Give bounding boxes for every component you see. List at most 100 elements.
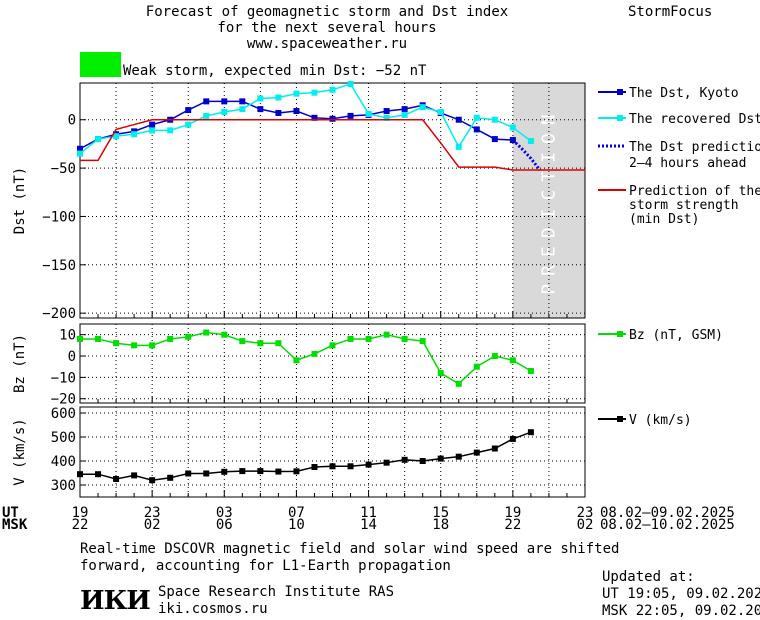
data-point xyxy=(401,106,408,113)
data-point xyxy=(473,449,480,456)
data-point xyxy=(239,106,246,113)
series-line xyxy=(511,138,542,171)
data-point xyxy=(365,110,372,117)
data-point xyxy=(383,459,390,466)
data-point xyxy=(275,468,282,475)
data-point xyxy=(149,342,156,349)
data-point xyxy=(383,331,390,338)
series-the-dst-prediction xyxy=(511,138,542,171)
data-point xyxy=(401,335,408,342)
data-point xyxy=(401,111,408,118)
data-point xyxy=(77,335,83,342)
msk-tick-label: 02 xyxy=(143,517,161,533)
legend-label: Bz (nT, GSM) xyxy=(629,328,723,343)
storm-forecast-text: Weak storm, expected min Dst: −52 nT xyxy=(123,63,427,79)
data-point xyxy=(293,90,300,97)
legend-bz-nt-gsm: Bz (nT, GSM) xyxy=(598,328,723,343)
data-point xyxy=(383,114,390,121)
data-point xyxy=(221,331,228,338)
data-point xyxy=(491,353,498,360)
data-point xyxy=(509,435,516,442)
legend-marker xyxy=(617,89,623,95)
series-line xyxy=(80,118,585,171)
data-point xyxy=(527,138,534,145)
data-point xyxy=(185,470,192,477)
data-point xyxy=(203,98,210,105)
data-point xyxy=(293,357,300,364)
ut-tick-label: 23 xyxy=(576,505,594,521)
data-point xyxy=(473,126,480,133)
legend-marker xyxy=(617,115,623,121)
data-point xyxy=(437,370,444,377)
ut-tick-label: 19 xyxy=(71,505,89,521)
data-point xyxy=(221,98,228,105)
data-point xyxy=(239,98,246,105)
data-point xyxy=(167,127,174,134)
chart-title: Forecast of geomagnetic storm and Dst in… xyxy=(145,4,509,20)
data-point xyxy=(113,476,120,482)
data-point xyxy=(77,471,83,478)
data-point xyxy=(311,89,318,96)
data-point xyxy=(257,340,264,347)
data-point xyxy=(95,471,102,478)
data-point xyxy=(293,108,300,115)
legend-label: The Dst prediction xyxy=(629,140,760,155)
series-the-recovered-dst xyxy=(77,80,534,157)
data-point xyxy=(131,472,138,479)
y-tick-label: −50 xyxy=(51,161,76,177)
updated-msk: MSK 22:05, 09.02.2025 xyxy=(602,603,760,619)
institute-name: Space Research Institute RAS xyxy=(158,584,395,600)
y-tick-label: −20 xyxy=(51,392,76,408)
legend-marker xyxy=(617,416,623,422)
v-y-axis-label: V (km/s) xyxy=(12,418,28,485)
data-point xyxy=(527,367,534,374)
legend-the-recovered-dst: The recovered Dst xyxy=(598,112,760,127)
data-point xyxy=(131,131,138,138)
data-point xyxy=(455,116,462,123)
bz-y-axis-label: Bz (nT) xyxy=(12,334,28,393)
data-point xyxy=(293,468,300,475)
y-tick-label: 10 xyxy=(59,328,76,344)
data-point xyxy=(473,363,480,370)
series-line xyxy=(80,331,532,385)
data-point xyxy=(437,109,444,116)
data-point xyxy=(221,468,228,475)
data-point xyxy=(491,116,498,123)
data-point xyxy=(509,357,516,364)
data-point xyxy=(221,109,228,116)
data-point xyxy=(455,143,462,150)
y-tick-label: 600 xyxy=(51,406,76,422)
data-point xyxy=(365,461,372,468)
data-point xyxy=(239,338,246,345)
institute-site-link[interactable]: iki.cosmos.ru xyxy=(158,601,268,617)
data-point xyxy=(203,112,210,119)
data-point xyxy=(347,335,354,342)
data-point xyxy=(149,127,156,134)
data-point xyxy=(113,340,120,347)
data-point xyxy=(149,121,156,128)
data-point xyxy=(185,121,192,128)
msk-tick-label: 14 xyxy=(360,517,377,533)
data-point xyxy=(257,106,264,113)
msk-axis-label: MSK xyxy=(2,517,28,533)
series-v-km-s xyxy=(77,429,534,484)
brand-name: StormFocus xyxy=(628,4,713,20)
dst-y-axis-label: Dst (nT) xyxy=(12,167,28,234)
ut-axis-label: UT xyxy=(2,505,19,521)
data-point xyxy=(257,95,264,102)
data-point xyxy=(473,114,480,121)
data-point xyxy=(401,456,408,463)
data-point xyxy=(257,468,264,475)
data-point xyxy=(347,463,354,470)
bz-panel-frame xyxy=(79,323,586,404)
msk-tick-label: 02 xyxy=(576,517,594,533)
data-point xyxy=(185,333,192,340)
storm-level-indicator xyxy=(80,52,121,77)
ut-tick-label: 07 xyxy=(287,505,305,521)
data-point xyxy=(419,458,426,464)
propagation-note: Real-time DSCOVR magnetic field and sola… xyxy=(80,541,620,557)
legend-label: (min Dst) xyxy=(629,212,699,227)
website-link[interactable]: www.spaceweather.ru xyxy=(246,36,408,52)
